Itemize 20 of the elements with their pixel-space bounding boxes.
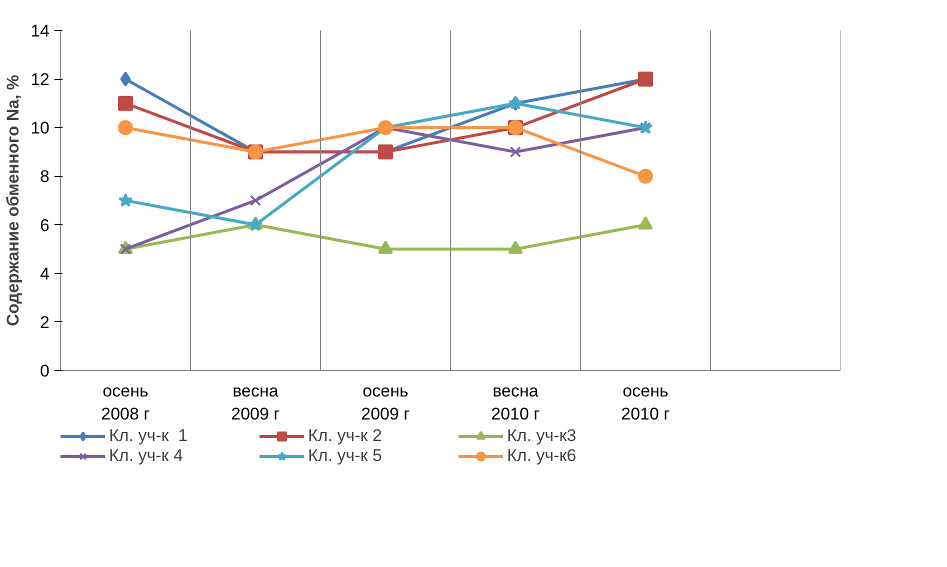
y-tick-label: 0 (40, 362, 50, 380)
y-tick-label: 14 (30, 22, 50, 40)
x-tick-label: осень 2010 г (621, 382, 670, 424)
legend-label: Кл. уч-к 2 (308, 426, 383, 446)
x-tick-label: весна 2009 г (231, 382, 280, 424)
legend-label: Кл. уч-к6 (507, 446, 578, 466)
y-axis-title: Содержание обменного Na, % (4, 74, 23, 326)
y-tick-label: 12 (30, 70, 50, 90)
x-tick-label: весна 2010 г (491, 382, 540, 424)
y-tick-label: 6 (40, 216, 50, 235)
x-tick-label: осень 2008 г (101, 382, 150, 424)
legend-label: Кл. уч-к 4 (109, 446, 184, 466)
legend-label: Кл. уч-к 5 (308, 446, 383, 466)
y-tick-label: 8 (40, 167, 50, 186)
legend-label: Кл. уч-к 1 (109, 426, 189, 446)
y-tick-label: 2 (40, 312, 50, 332)
y-tick-label: 10 (30, 118, 50, 138)
x-tick-label: осень 2009 г (361, 382, 410, 424)
legend-label: Кл. уч-к3 (507, 426, 578, 446)
y-tick-label: 4 (40, 264, 50, 284)
